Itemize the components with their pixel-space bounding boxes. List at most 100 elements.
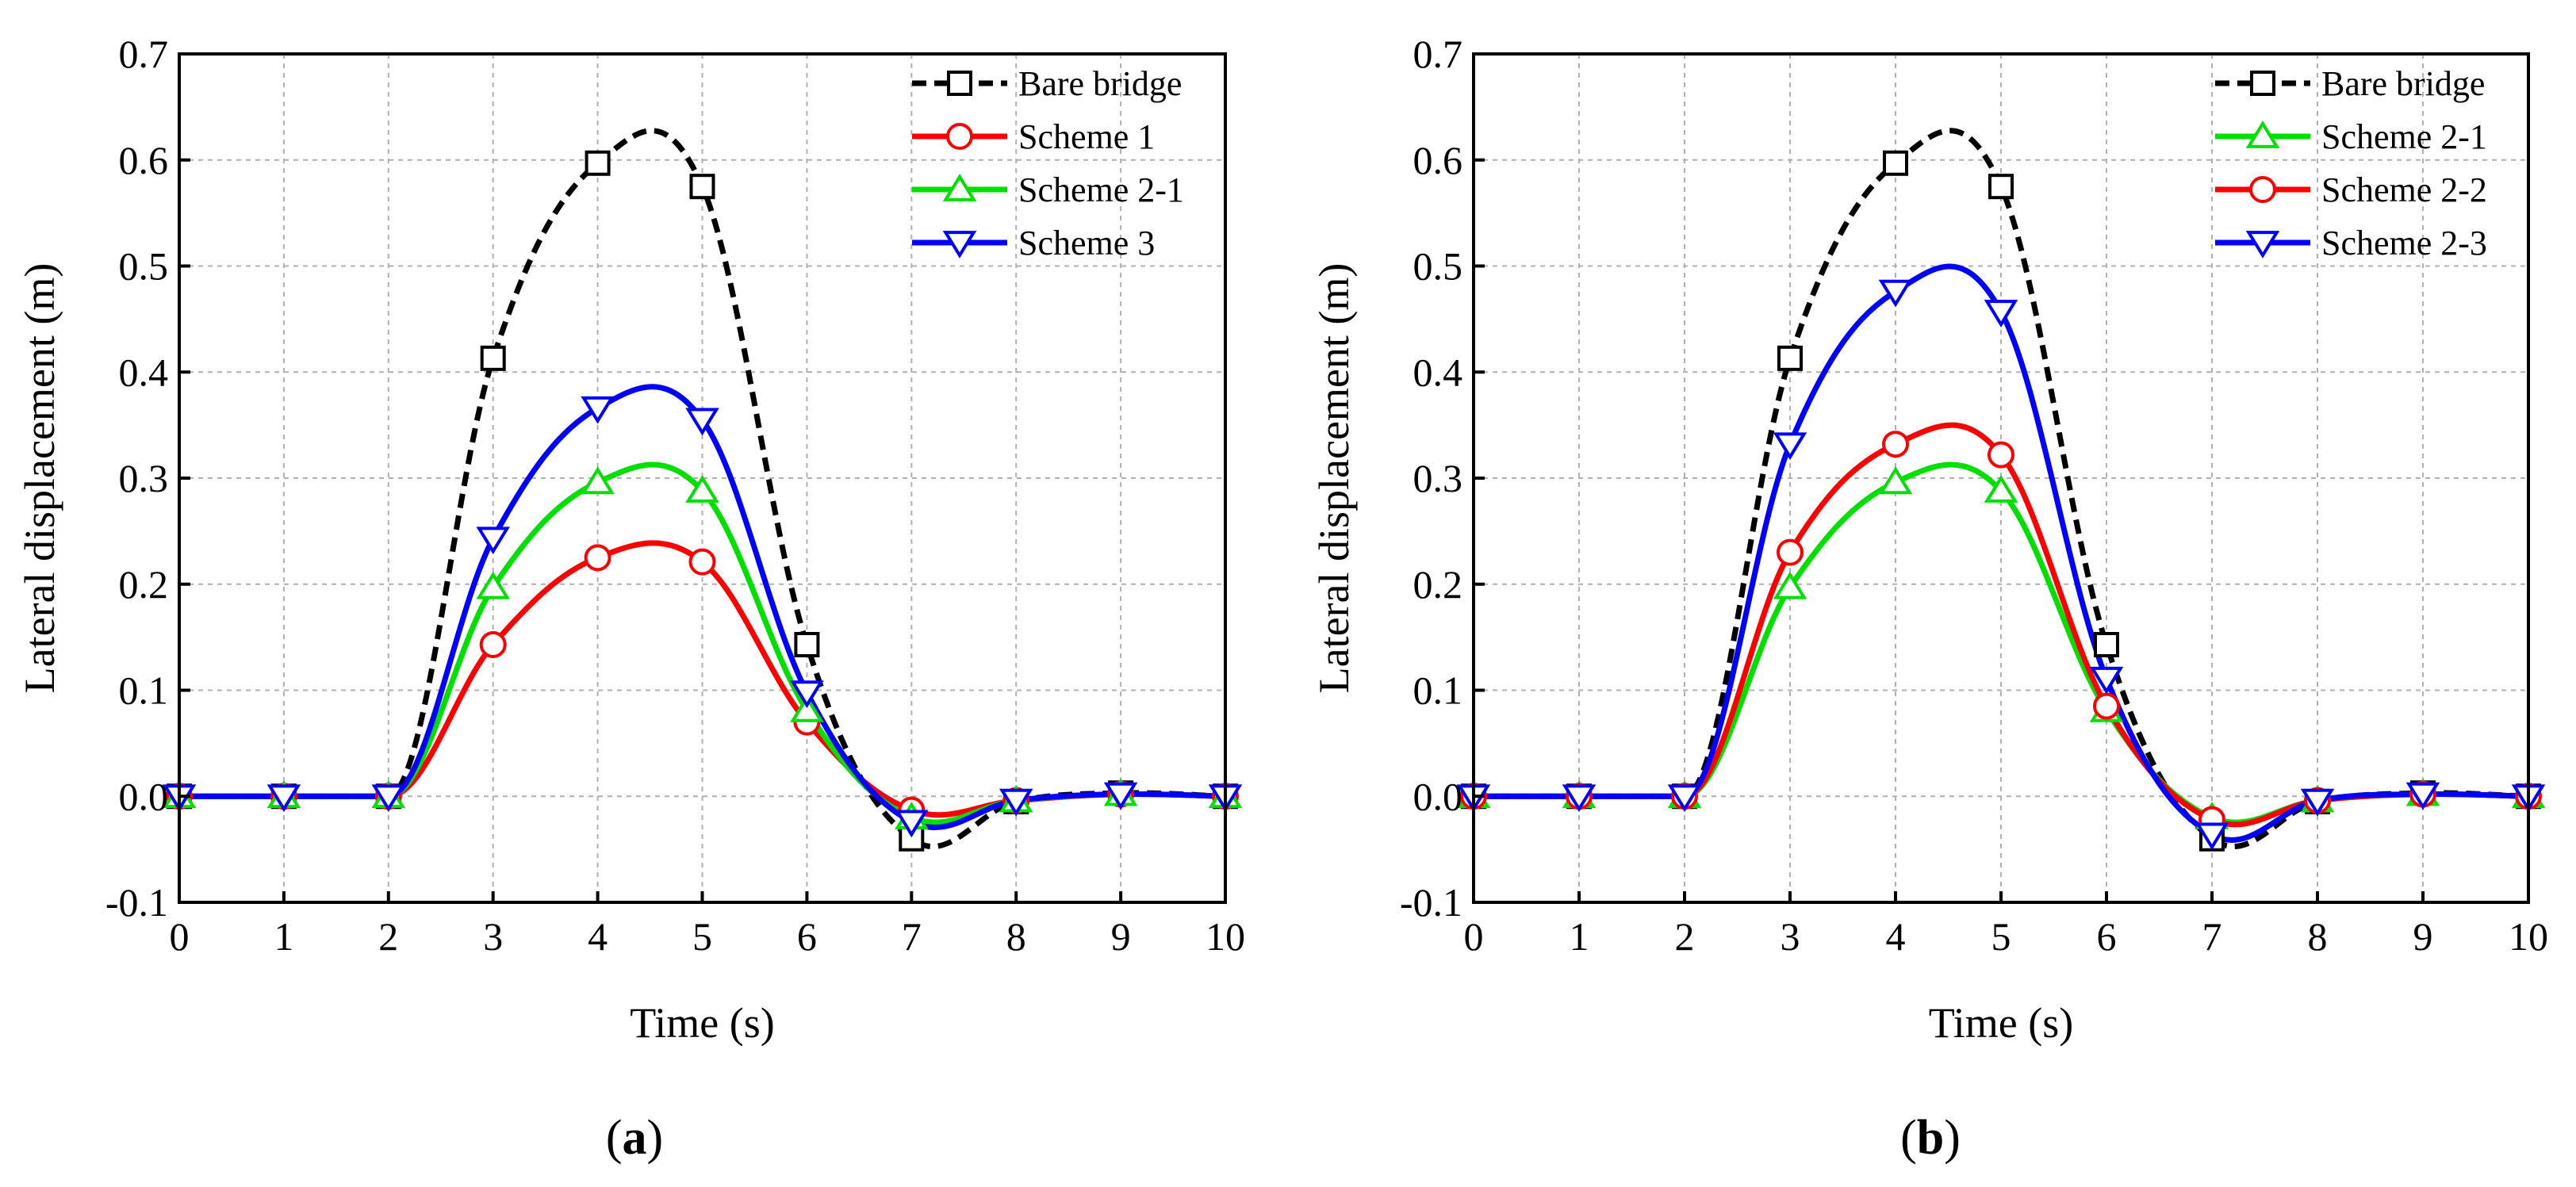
- legend-label: Scheme 3: [1018, 224, 1155, 262]
- legend-item: Scheme 2-2: [2215, 170, 2487, 209]
- legend-marker: [947, 71, 972, 96]
- y-tick-label: 0.0: [119, 774, 169, 818]
- x-tick-label: 0: [170, 914, 190, 959]
- y-tick-label: 0.1: [119, 668, 169, 713]
- x-tick-label: 8: [2308, 914, 2328, 959]
- panel-label: (a): [606, 1111, 663, 1165]
- data-point: [685, 408, 719, 436]
- y-tick-label: 0.6: [119, 138, 169, 182]
- data-point: [1878, 466, 1913, 495]
- data-point: [1562, 784, 1597, 813]
- y-tick-label: 0.5: [1413, 244, 1463, 289]
- data-point: [479, 630, 507, 658]
- data-point: [688, 548, 716, 576]
- legend: Bare bridge Scheme 1 Scheme 2-1 Scheme 3: [912, 64, 1184, 262]
- data-point: [685, 475, 719, 503]
- x-tick-label: 7: [902, 914, 922, 959]
- panel-label-paren-close: ): [1944, 1111, 1961, 1165]
- y-tick-label: 0.2: [1413, 562, 1463, 607]
- data-point: [2094, 631, 2119, 657]
- x-tick-label: 9: [1111, 914, 1131, 959]
- x-tick-label: 10: [1206, 914, 1245, 959]
- y-tick-label: 0.5: [119, 244, 169, 289]
- data-point: [1883, 150, 1908, 176]
- data-point: [895, 810, 929, 838]
- data-point: [1103, 782, 1138, 810]
- x-tick-label: 6: [2097, 914, 2117, 959]
- legend-marker: [942, 174, 977, 201]
- x-tick-label: 3: [1781, 914, 1800, 959]
- legend-item: Scheme 3: [912, 224, 1155, 262]
- data-point: [999, 788, 1033, 817]
- data-point: [1984, 300, 2018, 327]
- y-tick-label: -0.1: [1400, 880, 1462, 925]
- x-tick-label: 8: [1006, 914, 1026, 959]
- panel-label-letter: b: [1917, 1111, 1944, 1165]
- chart-panel-b: 0 1 2 3 4 5 6 7 8 9 10 -0.1 0.0 0.1 0.2 0.3 0.4 0.5 0.6 0.7…: [1310, 32, 2548, 1165]
- data-point: [581, 466, 615, 495]
- legend: Bare bridge Scheme 2-1 Scheme 2-2 Scheme 2-…: [2215, 64, 2487, 262]
- legend-marker: [2250, 71, 2275, 96]
- legend-item: Bare bridge: [912, 64, 1182, 103]
- data-point: [790, 680, 824, 709]
- x-tick-label: 9: [2413, 914, 2433, 959]
- legend-marker: [2249, 176, 2276, 203]
- legend-item: Bare bridge: [2215, 64, 2485, 103]
- ticks: 0 1 2 3 4 5 6 7 8 9 10 -0.1 0.0 0.1 0.2 0.3 0.4 0.5 0.6 0.7: [105, 32, 1245, 959]
- y-tick-label: 0.1: [1413, 668, 1463, 713]
- legend-item: Scheme 2-1: [2215, 117, 2487, 156]
- panel-label-paren-open: (: [1900, 1111, 1917, 1165]
- data-point: [1882, 431, 1909, 458]
- legend-marker: [2245, 121, 2280, 148]
- data-point: [1773, 571, 1807, 599]
- data-point: [480, 345, 506, 371]
- ticks: 0 1 2 3 4 5 6 7 8 9 10 -0.1 0.0 0.1 0.2 0.3 0.4 0.5 0.6 0.7: [1400, 32, 2548, 959]
- y-axis-label: Lateral displacement (m): [16, 263, 63, 694]
- data-point: [266, 784, 301, 813]
- y-tick-label: 0.3: [119, 456, 169, 500]
- y-axis-label: Lateral displacement (m): [1310, 263, 1358, 694]
- panel-label-paren-close: ): [647, 1111, 664, 1165]
- legend-marker: [942, 231, 977, 258]
- legend-label: Bare bridge: [1018, 64, 1182, 103]
- x-tick-label: 1: [1570, 914, 1589, 959]
- data-point: [689, 174, 715, 200]
- data-point: [2300, 788, 2335, 817]
- data-point: [1667, 784, 1702, 813]
- x-tick-label: 4: [588, 914, 608, 959]
- data-point: [581, 396, 615, 424]
- data-point: [585, 150, 611, 176]
- y-tick-label: 0.6: [1413, 138, 1463, 182]
- data-point: [1773, 432, 1807, 461]
- x-tick-label: 7: [2202, 914, 2222, 959]
- legend-label: Scheme 2-3: [2321, 224, 2487, 262]
- data-point: [1878, 279, 1913, 308]
- legend-label: Scheme 1: [1018, 117, 1155, 156]
- data-point: [1777, 538, 1804, 566]
- x-tick-label: 10: [2509, 914, 2548, 959]
- data-point: [2195, 822, 2229, 851]
- panel-label: (b): [1900, 1111, 1961, 1165]
- legend-label: Scheme 2-1: [1018, 170, 1184, 209]
- data-point: [790, 694, 824, 722]
- x-axis-label: Time (s): [630, 999, 775, 1047]
- data-point: [476, 571, 510, 599]
- x-tick-label: 6: [797, 914, 817, 959]
- legend-item: Scheme 2-3: [2215, 224, 2487, 262]
- legend-label: Scheme 2-2: [2321, 170, 2487, 209]
- panel-label-letter: a: [623, 1111, 647, 1165]
- legend-label: Bare bridge: [2321, 64, 2485, 103]
- legend-label: Scheme 2-1: [2321, 117, 2487, 156]
- chart-panel-a: 0 1 2 3 4 5 6 7 8 9 10 -0.1 0.0 0.1 0.2 0.3 0.4 0.5 0.6 0.7…: [16, 32, 1245, 1165]
- data-point: [1777, 345, 1803, 371]
- x-tick-label: 2: [378, 914, 398, 959]
- x-axis-label: Time (s): [1929, 999, 2074, 1047]
- y-tick-label: -0.1: [105, 880, 168, 925]
- legend-marker: [2245, 231, 2280, 258]
- data-point: [2089, 666, 2124, 695]
- x-tick-label: 0: [1464, 914, 1484, 959]
- x-tick-label: 3: [483, 914, 503, 959]
- data-point: [584, 544, 611, 572]
- legend-item: Scheme 1: [912, 117, 1155, 156]
